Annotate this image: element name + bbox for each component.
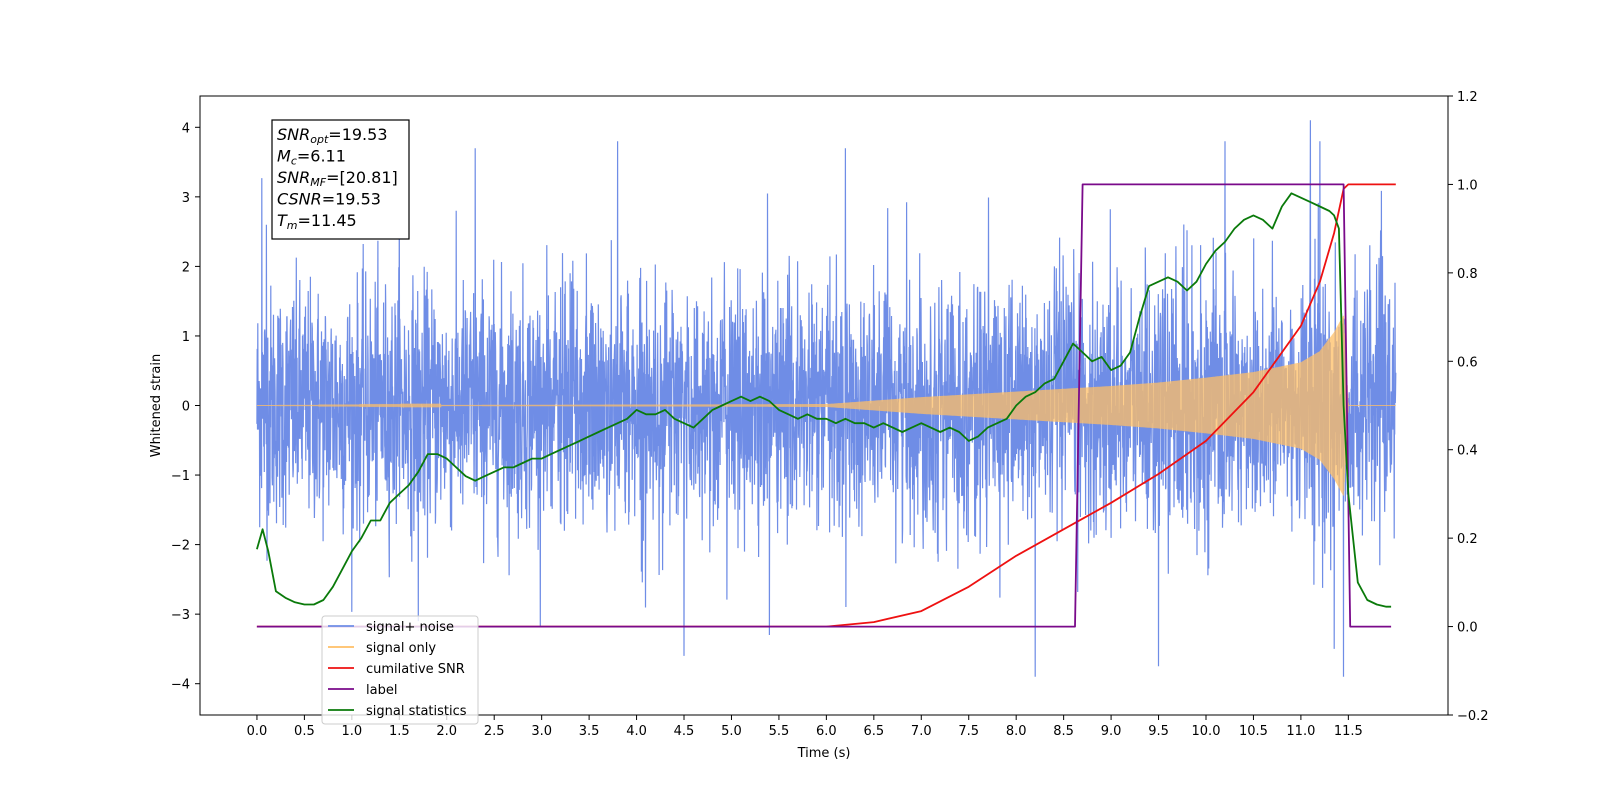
x-axis: 0.0 0.5 1.0 1.5 2.0 2.5 3.0 3.5 4.0 4.5 5.0 5.5 6.0 6… — [247, 715, 1363, 739]
y-tick-label: 1 — [182, 330, 190, 345]
series-signal-plus-noise-line — [256, 120, 1397, 677]
annotation-line: Mc=6.11 — [277, 147, 346, 168]
x-tick-label: 6.0 — [816, 724, 837, 739]
x-tick-label: 7.5 — [958, 724, 979, 739]
y2-tick-label: 1.2 — [1457, 90, 1478, 105]
x-tick-label: 5.0 — [721, 724, 742, 739]
legend-label: signal statistics — [366, 704, 467, 719]
x-tick-label: 11.5 — [1334, 724, 1363, 739]
y-tick-label: −4 — [171, 678, 190, 693]
x-tick-label: 3.0 — [531, 724, 552, 739]
x-tick-label: 7.0 — [911, 724, 932, 739]
y-axis-left: −4 −3 −2 −1 0 1 2 3 4 — [171, 121, 200, 693]
x-tick-label: 2.5 — [484, 724, 505, 739]
y2-tick-label: 0.4 — [1457, 444, 1478, 459]
x-tick-label: 8.0 — [1006, 724, 1027, 739]
y2-tick-label: 0.0 — [1457, 621, 1478, 636]
x-tick-label: 0.0 — [247, 724, 268, 739]
series-signal-only-line — [256, 315, 1396, 496]
y-tick-label: −2 — [171, 539, 190, 554]
y-tick-label: 4 — [182, 121, 190, 136]
x-tick-label: 2.0 — [436, 724, 457, 739]
legend-frame — [321, 615, 479, 725]
y-tick-label: −3 — [171, 608, 190, 623]
y-tick-label: −1 — [171, 469, 190, 484]
x-axis-label: Time (s) — [797, 746, 851, 761]
x-tick-label: 8.5 — [1053, 724, 1074, 739]
x-tick-label: 9.5 — [1148, 724, 1169, 739]
legend-label: cumilative SNR — [366, 662, 465, 677]
y2-tick-label: 0.8 — [1457, 267, 1478, 282]
annotation-box-frame — [271, 119, 410, 240]
x-tick-label: 4.5 — [674, 724, 695, 739]
y2-tick-label: −0.2 — [1457, 709, 1489, 724]
annotation-line: SNRMF=[20.81] — [277, 168, 398, 189]
plot-area — [256, 120, 1397, 677]
x-tick-label: 11.0 — [1286, 724, 1315, 739]
x-tick-label: 1.0 — [342, 724, 363, 739]
annotation-line: Tm=11.45 — [277, 211, 357, 232]
y-tick-label: 0 — [182, 400, 190, 415]
x-tick-label: 0.5 — [294, 724, 315, 739]
series-signal-statistics-line — [256, 192, 1392, 608]
x-tick-label: 6.5 — [863, 724, 884, 739]
y2-tick-label: 0.2 — [1457, 532, 1478, 547]
x-tick-label: 10.0 — [1192, 724, 1221, 739]
x-tick-label: 9.0 — [1101, 724, 1122, 739]
y2-tick-label: 1.0 — [1457, 178, 1478, 193]
x-tick-label: 4.0 — [626, 724, 647, 739]
y2-tick-label: 0.6 — [1457, 355, 1478, 370]
annotation-line: SNRopt=19.53 — [277, 125, 388, 146]
y-tick-label: 3 — [182, 191, 190, 206]
annotation-line: CSNR=19.53 — [277, 190, 381, 209]
y-tick-label: 2 — [182, 260, 190, 275]
x-tick-label: 5.5 — [769, 724, 790, 739]
legend-label: label — [366, 683, 397, 698]
series-label-line — [256, 183, 1392, 628]
legend-label: signal+ noise — [366, 620, 454, 635]
x-tick-label: 3.5 — [579, 724, 600, 739]
x-tick-label: 10.5 — [1239, 724, 1268, 739]
y-axis-label: Whitened strain — [149, 354, 164, 457]
x-tick-label: 1.5 — [389, 724, 410, 739]
stats-annotation-box: SNRopt=19.53Mc=6.11SNRMF=[20.81]CSNR=19.… — [271, 119, 410, 240]
legend-label: signal only — [366, 641, 436, 656]
y-axis-right: −0.2 0.0 0.2 0.4 0.6 0.8 1.0 1.2 — [1448, 90, 1489, 724]
legend: signal+ noise signal only cumilative SNR la… — [321, 615, 479, 725]
series-cumulative-snr-line — [256, 183, 1396, 628]
